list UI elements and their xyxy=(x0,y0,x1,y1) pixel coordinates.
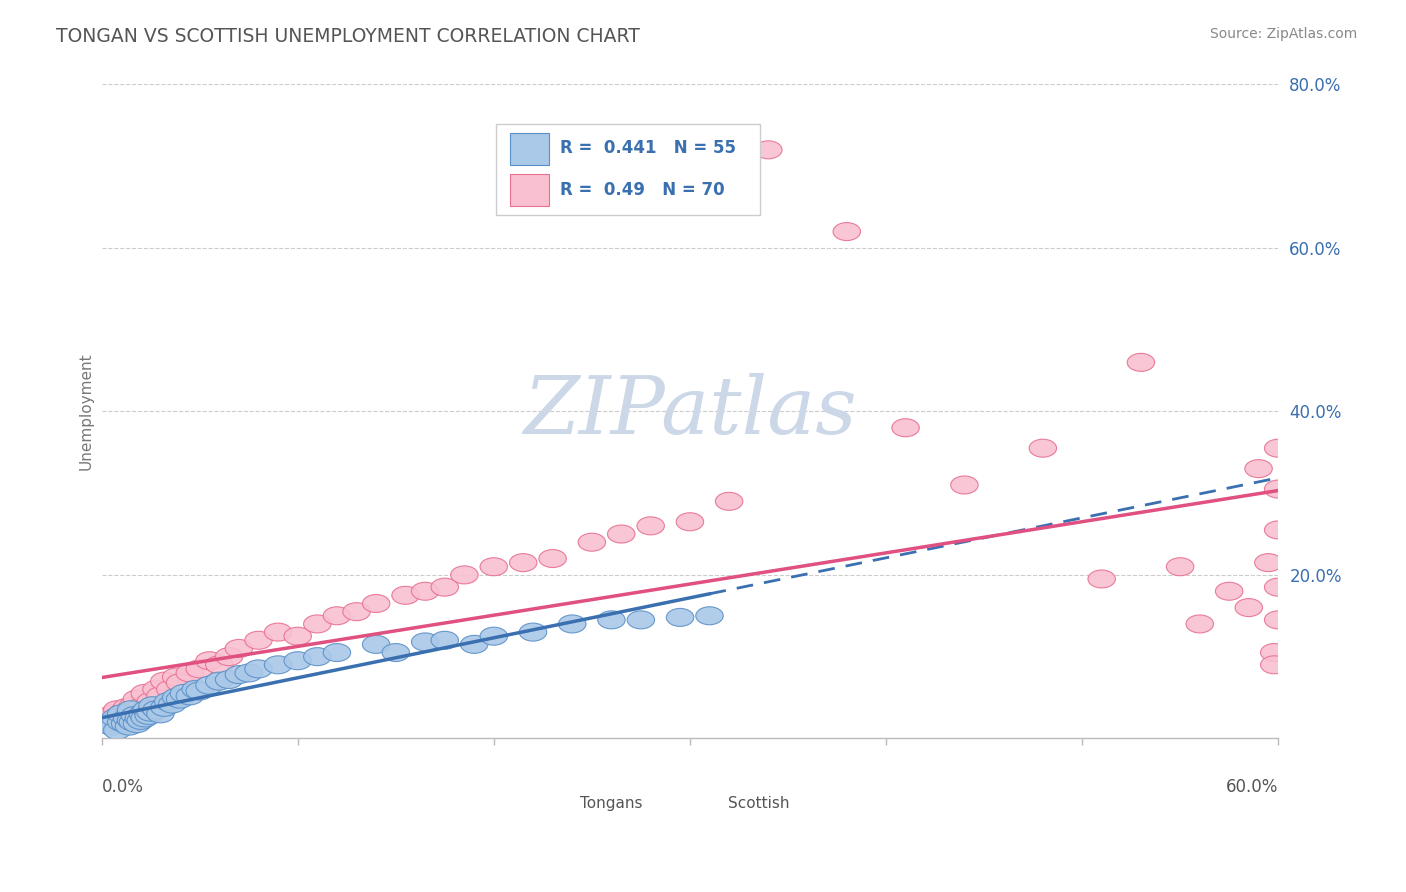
Text: Tongans: Tongans xyxy=(581,797,643,811)
Y-axis label: Unemployment: Unemployment xyxy=(79,352,93,470)
FancyBboxPatch shape xyxy=(510,133,548,165)
FancyBboxPatch shape xyxy=(510,174,548,206)
Text: Scottish: Scottish xyxy=(727,797,789,811)
FancyBboxPatch shape xyxy=(696,797,721,812)
Text: 60.0%: 60.0% xyxy=(1226,778,1278,796)
Text: ZIPatlas: ZIPatlas xyxy=(523,373,856,450)
FancyBboxPatch shape xyxy=(548,797,575,812)
FancyBboxPatch shape xyxy=(496,124,761,215)
Text: R =  0.441   N = 55: R = 0.441 N = 55 xyxy=(561,139,737,157)
Text: Source: ZipAtlas.com: Source: ZipAtlas.com xyxy=(1209,27,1357,41)
Text: 0.0%: 0.0% xyxy=(101,778,143,796)
Text: TONGAN VS SCOTTISH UNEMPLOYMENT CORRELATION CHART: TONGAN VS SCOTTISH UNEMPLOYMENT CORRELAT… xyxy=(56,27,640,45)
Text: R =  0.49   N = 70: R = 0.49 N = 70 xyxy=(561,180,725,199)
